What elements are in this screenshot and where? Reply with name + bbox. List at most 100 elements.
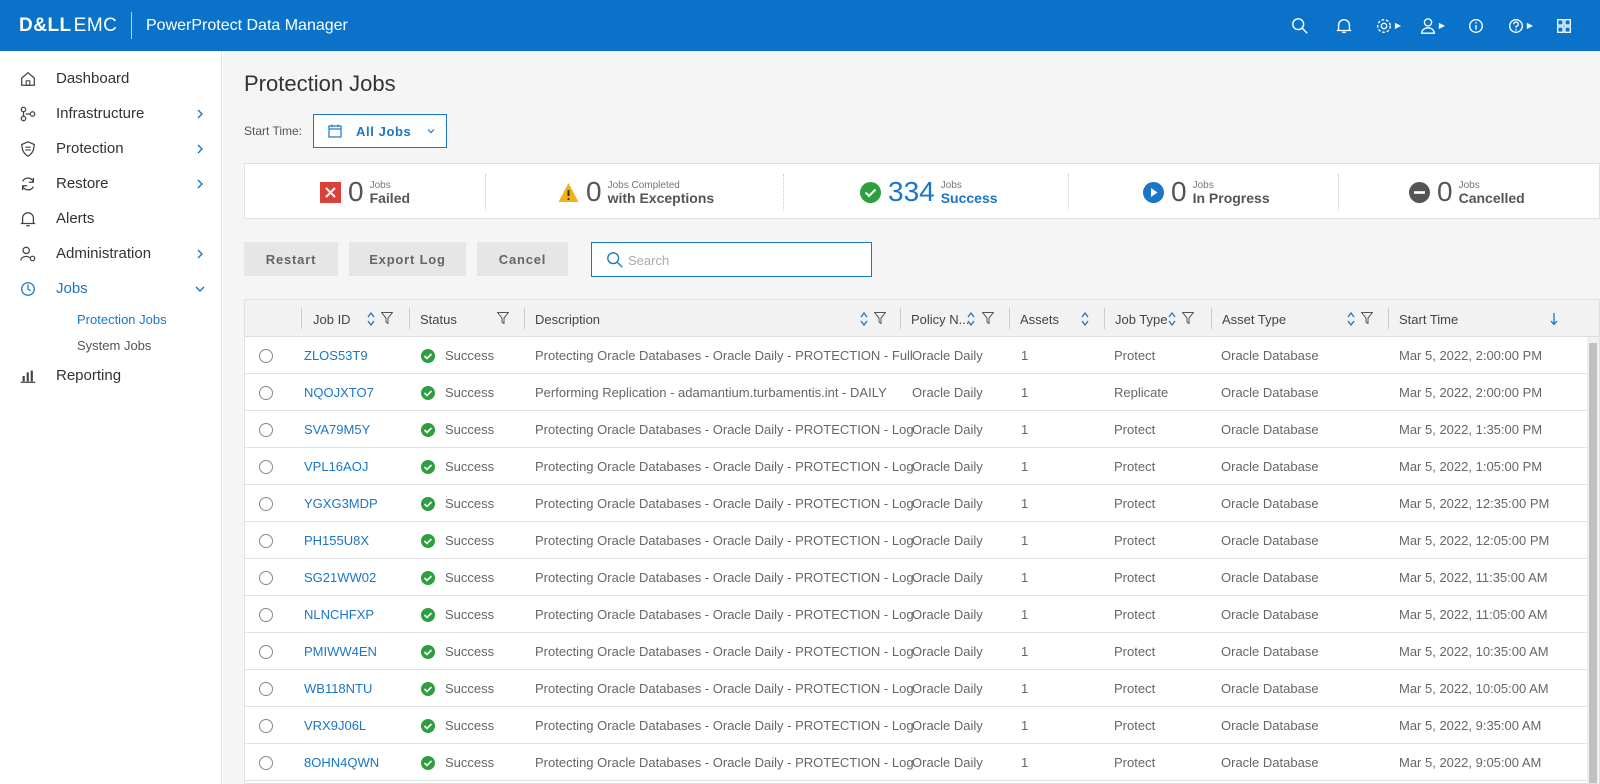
scrollbar-thumb[interactable]	[1589, 343, 1597, 783]
asset-type-text: Oracle Database	[1221, 607, 1319, 622]
sort-icon[interactable]	[1168, 312, 1176, 326]
filter-icon[interactable]	[381, 312, 393, 324]
table-row[interactable]: SG21WW02 Success Protecting Oracle Datab…	[245, 559, 1588, 596]
sidebar-subitem-protection-jobs[interactable]: Protection Jobs	[77, 311, 167, 327]
row-select-radio[interactable]	[259, 719, 273, 733]
table-row[interactable]: VPL16AOJ Success Protecting Oracle Datab…	[245, 448, 1588, 485]
row-select-radio[interactable]	[259, 608, 273, 622]
row-select-radio[interactable]	[259, 571, 273, 585]
summary-failed[interactable]: 0 Jobs Failed	[320, 164, 410, 220]
filter-icon[interactable]	[497, 312, 509, 324]
export-log-button[interactable]: Export Log	[349, 242, 466, 276]
table-row[interactable]: ZLOS53T9 Success Protecting Oracle Datab…	[245, 337, 1588, 374]
apps-grid-icon[interactable]	[1542, 0, 1586, 51]
summary-cancelled[interactable]: 0 Jobs Cancelled	[1409, 164, 1525, 220]
job-id-link[interactable]: WB118NTU	[304, 681, 373, 696]
row-select-radio[interactable]	[259, 349, 273, 363]
filter-icon[interactable]	[874, 312, 886, 324]
row-select-radio[interactable]	[259, 460, 273, 474]
start-time-dropdown[interactable]: All Jobs	[313, 114, 447, 148]
job-id-link[interactable]: VPL16AOJ	[304, 459, 369, 474]
cancel-button[interactable]: Cancel	[477, 242, 568, 276]
restart-button[interactable]: Restart	[244, 242, 338, 276]
table-row[interactable]: PMIWW4EN Success Protecting Oracle Datab…	[245, 633, 1588, 670]
sort-icon[interactable]	[367, 312, 375, 326]
column-assets[interactable]: Assets	[1009, 300, 1104, 337]
job-id-link[interactable]: ZLOS53T9	[304, 348, 368, 363]
cancelled-icon	[1409, 181, 1430, 203]
sidebar-item-administration[interactable]: Administration	[0, 236, 221, 271]
start-time-text: Mar 5, 2022, 12:05:00 PM	[1399, 533, 1550, 548]
summary-exceptions[interactable]: 0 Jobs Completed with Exceptions	[558, 164, 714, 220]
description-text: Protecting Oracle Databases - Oracle Dai…	[535, 570, 914, 585]
row-select-radio[interactable]	[259, 497, 273, 511]
row-select-radio[interactable]	[259, 756, 273, 770]
chevron-right-icon	[197, 179, 203, 188]
row-select-radio[interactable]	[259, 423, 273, 437]
table-row[interactable]: WB118NTU Success Protecting Oracle Datab…	[245, 670, 1588, 707]
row-select-radio[interactable]	[259, 682, 273, 696]
job-id-link[interactable]: PH155U8X	[304, 533, 370, 548]
job-id-link[interactable]: NQOJXTO7	[304, 385, 374, 400]
sort-icon[interactable]	[1081, 312, 1089, 326]
sidebar-item-dashboard[interactable]: Dashboard	[0, 61, 221, 96]
job-id-link[interactable]: VRX9J06L	[304, 718, 367, 733]
sort-icon[interactable]	[967, 312, 975, 326]
sidebar-item-reporting[interactable]: Reporting	[0, 358, 221, 393]
row-select-radio[interactable]	[259, 534, 273, 548]
sort-icon[interactable]	[860, 312, 868, 326]
table-row[interactable]: YGXG3MDP Success Protecting Oracle Datab…	[245, 485, 1588, 522]
column-description[interactable]: Description	[524, 300, 900, 337]
column-label: Start Time	[1399, 312, 1459, 327]
filter-icon[interactable]	[1361, 312, 1373, 324]
summary-caption: Jobs	[940, 180, 962, 191]
user-icon[interactable]: ▶	[1410, 0, 1454, 51]
search-icon[interactable]	[1278, 0, 1322, 51]
column-policy-name[interactable]: Policy N...	[900, 300, 1009, 337]
sort-icon[interactable]	[1347, 312, 1355, 326]
table-row[interactable]: NLNCHFXP Success Protecting Oracle Datab…	[245, 596, 1588, 633]
bell-icon[interactable]	[1322, 0, 1366, 51]
sidebar-item-infrastructure[interactable]: Infrastructure	[0, 96, 221, 131]
sidebar-item-restore[interactable]: Restore	[0, 166, 221, 201]
help-icon[interactable]: ▶	[1498, 0, 1542, 51]
table-row[interactable]: PH155U8X Success Protecting Oracle Datab…	[245, 522, 1588, 559]
table-row[interactable]: SVA79M5Y Success Protecting Oracle Datab…	[245, 411, 1588, 448]
summary-success[interactable]: 334 Jobs Success	[860, 164, 998, 220]
filter-icon[interactable]	[1182, 312, 1194, 324]
start-time-text: Mar 5, 2022, 9:35:00 AM	[1399, 718, 1542, 733]
sidebar-item-protection[interactable]: Protection	[0, 131, 221, 166]
success-check-icon	[421, 756, 435, 770]
assets-count: 1	[1021, 385, 1029, 400]
sidebar-subitem-system-jobs[interactable]: System Jobs	[77, 337, 152, 353]
column-job-id[interactable]: Job ID	[301, 300, 409, 337]
filter-icon[interactable]	[982, 312, 994, 324]
job-id-link[interactable]: NLNCHFXP	[304, 607, 375, 622]
job-id-link[interactable]: PMIWW4EN	[304, 644, 377, 659]
sidebar-item-jobs[interactable]: Jobs	[0, 271, 221, 306]
table-row[interactable]: NQOJXTO7 Success Performing Replication …	[245, 374, 1588, 411]
row-select-radio[interactable]	[259, 386, 273, 400]
table-scrollbar[interactable]	[1587, 337, 1599, 783]
column-status[interactable]: Status	[409, 300, 524, 337]
summary-in-progress[interactable]: 0 Jobs In Progress	[1143, 164, 1270, 220]
asset-type-text: Oracle Database	[1221, 496, 1319, 511]
row-select-radio[interactable]	[259, 645, 273, 659]
job-id-link[interactable]: SVA79M5Y	[304, 422, 371, 437]
job-id-link[interactable]: YGXG3MDP	[304, 496, 378, 511]
gear-icon[interactable]: ▶	[1366, 0, 1410, 51]
table-row[interactable]: VRX9J06L Success Protecting Oracle Datab…	[245, 707, 1588, 744]
info-icon[interactable]	[1454, 0, 1498, 51]
column-start-time[interactable]: Start Time	[1388, 300, 1588, 337]
column-job-type[interactable]: Job Type	[1104, 300, 1211, 337]
column-asset-type[interactable]: Asset Type	[1211, 300, 1388, 337]
table-row[interactable]: 8OHN4QWN Success Protecting Oracle Datab…	[245, 744, 1588, 781]
assets-count: 1	[1021, 496, 1029, 511]
search-input[interactable]	[628, 251, 858, 269]
start-time-text: Mar 5, 2022, 2:00:00 PM	[1399, 348, 1543, 363]
sort-descending-icon[interactable]	[1550, 312, 1558, 326]
sidebar-item-alerts[interactable]: Alerts	[0, 201, 221, 236]
job-id-link[interactable]: SG21WW02	[304, 570, 377, 585]
job-id-link[interactable]: 8OHN4QWN	[304, 755, 380, 770]
description-text: Protecting Oracle Databases - Oracle Dai…	[535, 607, 914, 622]
